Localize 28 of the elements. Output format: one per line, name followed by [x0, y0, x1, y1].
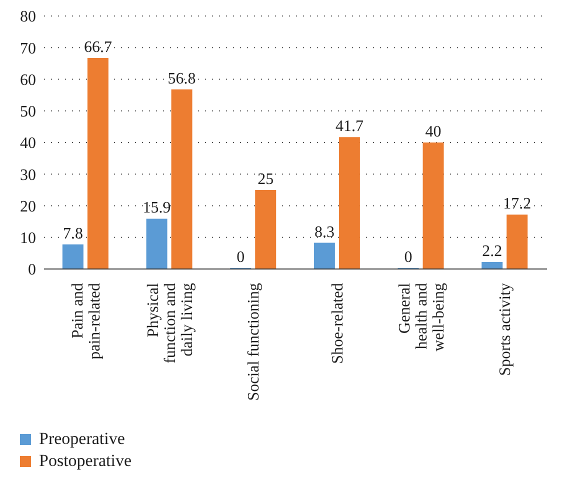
data-label: 66.7	[84, 39, 112, 56]
y-tick-label: 40	[20, 135, 36, 152]
data-label: 8.3	[314, 224, 334, 241]
y-tick-label: 60	[20, 72, 36, 89]
data-label: 25	[258, 170, 274, 188]
x-tick-label: Social functioning	[246, 283, 263, 401]
data-label: 15.9	[142, 200, 171, 217]
x-tick-label: General health and well-being	[396, 282, 448, 352]
data-label: 2.2	[482, 243, 502, 260]
y-tick-label: 70	[20, 40, 36, 58]
legend-label: Postoperative	[39, 451, 132, 471]
y-tick-label: 30	[20, 166, 36, 184]
y-tick-label: 20	[20, 198, 36, 216]
data-label: 41.7	[335, 118, 364, 136]
data-label: 40	[425, 124, 442, 140]
legend-label: Preoperative	[39, 429, 125, 449]
data-label: 0	[236, 249, 245, 266]
data-label: 7.8	[62, 225, 83, 242]
x-tick-label: Pain and pain-related	[69, 283, 104, 360]
y-tick-label: 10	[20, 230, 36, 248]
data-label: 17.2	[503, 196, 532, 213]
y-tick-label: 0	[28, 262, 36, 279]
x-tick-label: Sports activity	[497, 283, 514, 376]
y-tick-label: 50	[20, 104, 36, 121]
x-tick-label: Shoe-related	[329, 283, 346, 364]
y-tick-label: 80	[20, 8, 36, 26]
data-label: 56.8	[168, 70, 196, 88]
data-label: 0	[404, 249, 412, 266]
